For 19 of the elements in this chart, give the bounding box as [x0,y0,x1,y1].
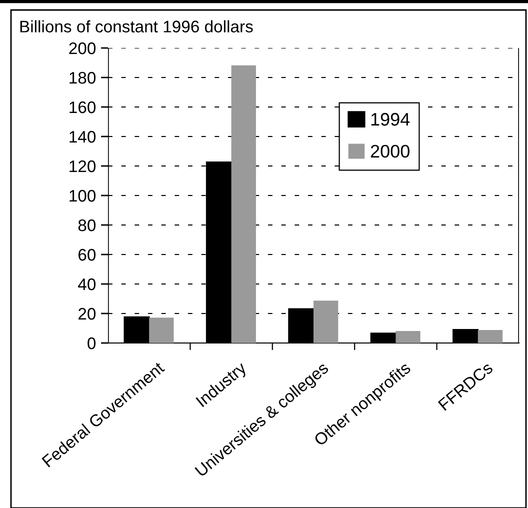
bar [478,330,503,343]
y-tick-label: 140 [70,130,96,143]
y-tick-label: 80 [78,219,96,232]
y-tick-label: 200 [69,42,96,54]
y-tick-label: 40 [78,278,96,290]
y-axis-title: Billions of constant 1996 dollars [20,20,253,32]
bar [396,331,420,343]
y-tick-label: 160 [70,101,96,114]
y-tick-label: 100 [70,190,96,202]
legend-label: 1994 [371,112,410,126]
y-tick-label: 60 [78,248,96,261]
y-tick-label: 180 [70,72,96,84]
bar [314,300,338,343]
y-tick-label: 20 [78,308,96,320]
bar [149,318,174,343]
bar [231,65,256,343]
y-tick-label: 0 [88,337,96,350]
legend-label: 2000 [370,144,410,158]
y-tick-label: 120 [70,160,96,172]
